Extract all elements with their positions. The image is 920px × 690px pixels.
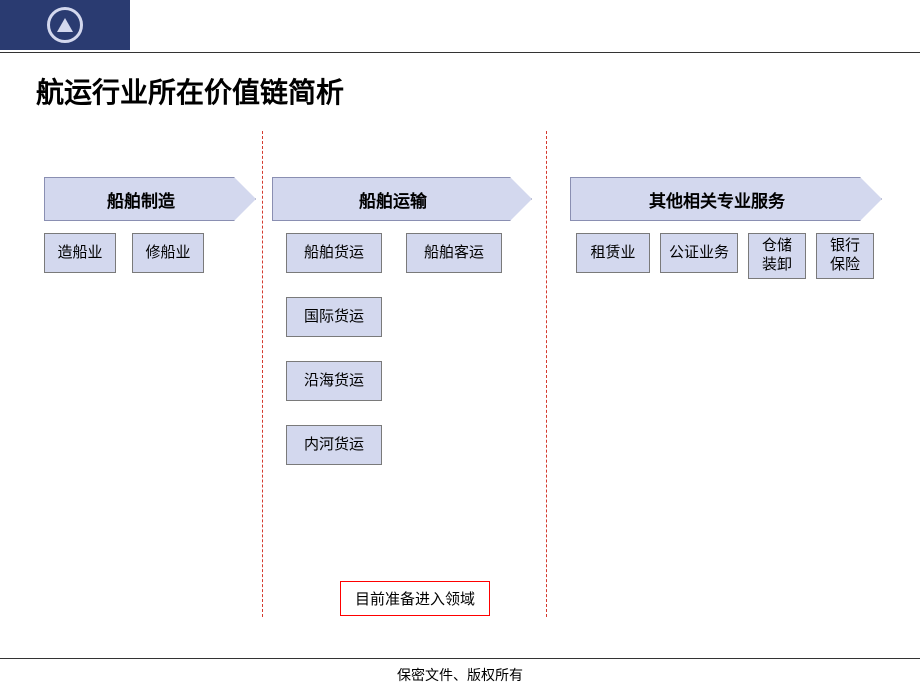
header-divider xyxy=(0,52,920,53)
stage-chevron-services: 其他相关专业服务 xyxy=(570,177,882,221)
stage-chevron-transport: 船舶运输 xyxy=(272,177,532,221)
value-box: 船舶客运 xyxy=(406,233,502,273)
value-box: 内河货运 xyxy=(286,425,382,465)
footer-bar: 保密文件、版权所有 xyxy=(0,658,920,685)
value-box: 修船业 xyxy=(132,233,204,273)
slide-title: 航运行业所在价值链简析 xyxy=(36,71,920,111)
brand-logo-icon xyxy=(47,7,83,43)
value-box: 租赁业 xyxy=(576,233,650,273)
value-box: 沿海货运 xyxy=(286,361,382,401)
diagram-canvas: 船舶制造 船舶运输 其他相关专业服务 造船业修船业 船舶货运船舶客运国际货运沿海货… xyxy=(0,111,920,651)
column-divider xyxy=(546,131,547,617)
column-divider xyxy=(262,131,263,617)
value-box: 船舶货运 xyxy=(286,233,382,273)
top-header-bar xyxy=(0,0,920,50)
value-box: 公证业务 xyxy=(660,233,738,273)
brand-logo-box xyxy=(0,0,130,50)
caption-entry-area: 目前准备进入领域 xyxy=(340,581,490,616)
value-box: 造船业 xyxy=(44,233,116,273)
footer-text: 保密文件、版权所有 xyxy=(397,667,523,683)
value-box: 仓储 装卸 xyxy=(748,233,806,279)
value-box: 银行 保险 xyxy=(816,233,874,279)
value-box: 国际货运 xyxy=(286,297,382,337)
stage-chevron-manufacture: 船舶制造 xyxy=(44,177,256,221)
